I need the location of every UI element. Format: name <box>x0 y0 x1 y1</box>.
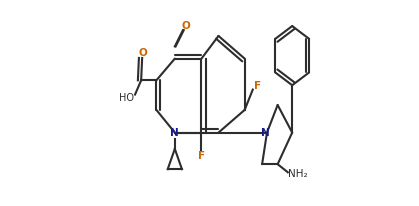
Text: HO: HO <box>119 92 134 103</box>
Text: O: O <box>139 48 147 58</box>
Text: NH₂: NH₂ <box>288 169 308 179</box>
Text: O: O <box>181 21 190 31</box>
Text: F: F <box>254 81 261 90</box>
Text: N: N <box>261 128 269 138</box>
Text: F: F <box>198 151 205 161</box>
Text: N: N <box>171 128 179 138</box>
